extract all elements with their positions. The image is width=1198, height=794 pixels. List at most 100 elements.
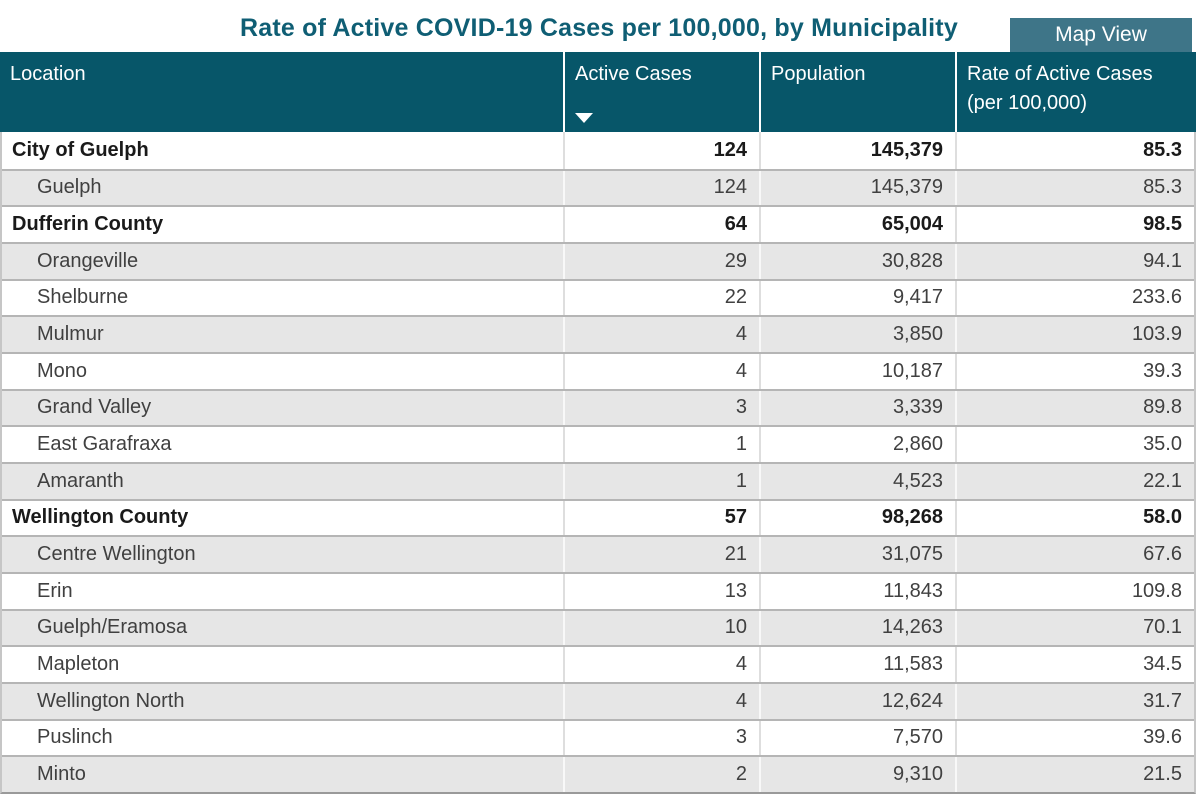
active-cases-cell: 13 (563, 573, 759, 609)
column-header-rate[interactable]: Rate of Active Cases (per 100,000) (955, 52, 1196, 132)
rate-cell: 58.0 (955, 500, 1194, 536)
location-cell: Minto (37, 762, 86, 785)
population-cell: 145,379 (759, 132, 955, 169)
active-cases-cell: 64 (563, 207, 759, 242)
active-cases-cell: 4 (563, 317, 759, 352)
population-cell: 3,850 (759, 317, 955, 352)
location-cell: Shelburne (37, 286, 129, 309)
table-row[interactable]: Shelburne 22 9,417 233.6 (2, 278, 1194, 316)
table-row[interactable]: East Garafraxa 1 2,860 35.0 (2, 425, 1194, 462)
active-cases-cell: 124 (563, 170, 759, 206)
population-cell: 10,187 (759, 353, 955, 389)
population-cell: 7,570 (759, 720, 955, 756)
location-cell: Amaranth (37, 469, 124, 492)
table-row[interactable]: Minto 2 9,310 21.5 (2, 755, 1194, 792)
table-row[interactable]: Wellington North 4 12,624 31.7 (2, 681, 1194, 719)
location-cell: Mapleton (37, 653, 120, 676)
active-cases-cell: 22 (563, 280, 759, 316)
rate-cell: 34.5 (955, 647, 1194, 682)
active-cases-cell: 29 (563, 243, 759, 279)
location-cell: Wellington County (12, 506, 189, 529)
location-cell: Orangeville (37, 249, 139, 272)
top-bar: Rate of Active COVID-19 Cases per 100,00… (0, 0, 1198, 52)
rate-cell: 39.6 (955, 720, 1194, 756)
table-row[interactable]: Grand Valley 3 3,339 89.8 (2, 388, 1194, 426)
rate-cell: 103.9 (955, 317, 1194, 352)
sort-descending-icon[interactable] (575, 113, 593, 123)
table-row[interactable]: City of Guelph 124 145,379 85.3 (2, 132, 1194, 169)
population-cell: 2,860 (759, 427, 955, 462)
location-cell: Guelph/Eramosa (37, 616, 188, 639)
active-cases-cell: 21 (563, 537, 759, 572)
table-row[interactable]: Dufferin County 64 65,004 98.5 (2, 205, 1194, 242)
rate-cell: 31.7 (955, 683, 1194, 719)
active-cases-cell: 57 (563, 500, 759, 536)
rate-cell: 67.6 (955, 537, 1194, 572)
rate-cell: 85.3 (955, 132, 1194, 169)
population-cell: 4,523 (759, 463, 955, 499)
table-row[interactable]: Erin 13 11,843 109.8 (2, 571, 1194, 609)
location-cell: City of Guelph (12, 138, 149, 161)
table-row[interactable]: Puslinch 3 7,570 39.6 (2, 718, 1194, 756)
rate-cell: 89.8 (955, 390, 1194, 426)
rate-cell: 233.6 (955, 280, 1194, 316)
location-cell: Dufferin County (12, 213, 164, 236)
active-cases-cell: 4 (563, 353, 759, 389)
location-cell: Wellington North (37, 689, 185, 712)
location-cell: Erin (37, 579, 73, 602)
column-header-location[interactable]: Location (10, 63, 86, 85)
rate-cell: 109.8 (955, 573, 1194, 609)
column-header-active-cases[interactable]: Active Cases (563, 52, 759, 132)
active-cases-cell: 10 (563, 610, 759, 646)
rate-cell: 21.5 (955, 757, 1194, 792)
population-cell: 9,310 (759, 757, 955, 792)
location-cell: Centre Wellington (37, 543, 196, 566)
active-cases-cell: 2 (563, 757, 759, 792)
table-row[interactable]: Amaranth 1 4,523 22.1 (2, 461, 1194, 499)
location-cell: Puslinch (37, 726, 113, 749)
location-cell: East Garafraxa (37, 433, 172, 456)
table-row[interactable]: Guelph/Eramosa 10 14,263 70.1 (2, 608, 1194, 646)
map-view-button[interactable]: Map View (1010, 18, 1192, 52)
rate-cell: 22.1 (955, 463, 1194, 499)
column-header-active-cases-label: Active Cases (575, 63, 692, 85)
active-cases-cell: 124 (563, 132, 759, 169)
location-cell: Guelph (37, 176, 102, 199)
population-cell: 11,843 (759, 573, 955, 609)
active-cases-cell: 4 (563, 647, 759, 682)
table-row[interactable]: Orangeville 29 30,828 94.1 (2, 241, 1194, 279)
table-row[interactable]: Mulmur 4 3,850 103.9 (2, 315, 1194, 352)
municipality-table: Location Active Cases Population Rate of… (0, 52, 1196, 794)
table-row[interactable]: Mono 4 10,187 39.3 (2, 351, 1194, 389)
population-cell: 65,004 (759, 207, 955, 242)
rate-cell: 85.3 (955, 170, 1194, 206)
table-row[interactable]: Wellington County 57 98,268 58.0 (2, 498, 1194, 536)
page-title: Rate of Active COVID-19 Cases per 100,00… (240, 14, 958, 42)
rate-cell: 70.1 (955, 610, 1194, 646)
location-cell: Mulmur (37, 323, 104, 346)
population-cell: 3,339 (759, 390, 955, 426)
active-cases-cell: 4 (563, 683, 759, 719)
active-cases-cell: 3 (563, 720, 759, 756)
table-row[interactable]: Guelph 124 145,379 85.3 (2, 168, 1194, 206)
population-cell: 31,075 (759, 537, 955, 572)
active-cases-cell: 3 (563, 390, 759, 426)
column-header-population[interactable]: Population (759, 52, 955, 132)
rate-cell: 39.3 (955, 353, 1194, 389)
population-cell: 11,583 (759, 647, 955, 682)
population-cell: 30,828 (759, 243, 955, 279)
population-cell: 145,379 (759, 170, 955, 206)
rate-cell: 94.1 (955, 243, 1194, 279)
rate-cell: 98.5 (955, 207, 1194, 242)
table-row[interactable]: Centre Wellington 21 31,075 67.6 (2, 535, 1194, 572)
population-cell: 12,624 (759, 683, 955, 719)
active-cases-cell: 1 (563, 427, 759, 462)
location-cell: Mono (37, 359, 88, 382)
population-cell: 9,417 (759, 280, 955, 316)
population-cell: 14,263 (759, 610, 955, 646)
table-body: City of Guelph 124 145,379 85.3 Guelph 124 145… (0, 132, 1196, 794)
active-cases-cell: 1 (563, 463, 759, 499)
population-cell: 98,268 (759, 500, 955, 536)
table-row[interactable]: Mapleton 4 11,583 34.5 (2, 645, 1194, 682)
location-cell: Grand Valley (37, 396, 152, 419)
